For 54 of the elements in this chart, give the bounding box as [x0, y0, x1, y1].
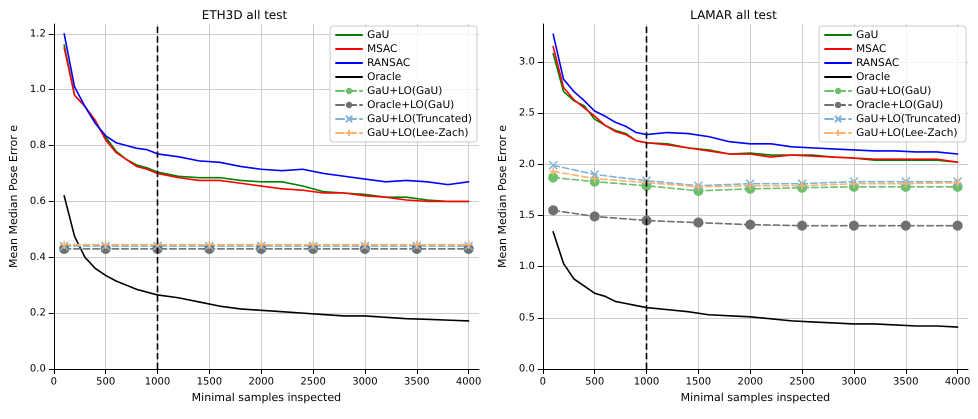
x-axis-title: Minimal samples inspected	[192, 390, 342, 404]
legend-label: Oracle	[856, 71, 890, 83]
y-tick-label: 1.0	[518, 261, 535, 272]
y-axis-title: Mean Median Pose Error e	[7, 124, 20, 268]
legend-label: Oracle+LO(GaU)	[856, 99, 944, 111]
legend-label: GaU+LO(Lee-Zach)	[367, 127, 468, 139]
x-tick-label: 2000	[248, 376, 274, 388]
x-tick-label: 3500	[893, 376, 919, 388]
legend-label: Oracle+LO(GaU)	[367, 99, 454, 111]
x-tick-label: 1000	[144, 376, 170, 388]
y-tick-label: 0.2	[30, 308, 46, 319]
legend-label: Oracle	[367, 71, 402, 83]
y-tick-label: 2.5	[518, 108, 535, 119]
x-axis-title: Minimal samples inspected	[680, 390, 830, 404]
y-tick-label: 0.4	[30, 252, 46, 263]
x-tick-label: 3000	[352, 376, 378, 388]
x-tick-label: 4000	[944, 376, 970, 388]
legend-label: MSAC	[856, 43, 886, 55]
x-tick-label: 500	[585, 376, 604, 388]
y-tick-label: 0.8	[30, 140, 46, 152]
x-tick-label: 3000	[841, 376, 867, 388]
chart-title: ETH3D all test	[202, 8, 288, 22]
legend-label: GaU	[856, 29, 878, 41]
x-tick-label: 2500	[300, 376, 326, 388]
y-tick-label: 0.0	[518, 364, 535, 374]
chart-title: LAMAR all test	[690, 8, 778, 22]
legend-label: RANSAC	[367, 57, 410, 69]
legend-label: MSAC	[367, 43, 398, 55]
x-tick-label: 3500	[404, 376, 430, 388]
legend-label: GaU+LO(Lee-Zach)	[856, 127, 958, 139]
x-tick-label: 4000	[456, 376, 482, 388]
y-tick-label: 1.5	[518, 210, 535, 221]
x-tick-label: 0	[540, 376, 546, 388]
x-tick-label: 0	[50, 376, 57, 388]
y-tick-label: 1.0	[30, 84, 46, 96]
y-tick-label: 3.0	[518, 56, 535, 68]
y-tick-label: 0.6	[30, 196, 46, 207]
x-tick-label: 1500	[686, 376, 712, 388]
x-tick-label: 1000	[634, 376, 660, 388]
legend-label: GaU	[367, 29, 390, 41]
x-tick-label: 500	[96, 376, 116, 388]
legend-label: GaU+LO(Truncated)	[856, 113, 962, 125]
legend-label: GaU+LO(GaU)	[367, 85, 442, 97]
y-tick-label: 0.5	[518, 312, 535, 324]
y-tick-label: 0.0	[30, 364, 46, 374]
y-tick-label: 1.2	[30, 28, 46, 40]
x-tick-label: 2500	[789, 376, 815, 388]
y-axis-title: Mean Median Pose Error e	[496, 124, 509, 268]
x-tick-label: 2000	[737, 376, 763, 388]
legend-label: GaU+LO(GaU)	[856, 85, 932, 97]
legend-label: RANSAC	[856, 57, 900, 69]
y-tick-label: 2.0	[518, 158, 535, 170]
legend-label: GaU+LO(Truncated)	[367, 113, 472, 125]
x-tick-label: 1500	[196, 376, 222, 388]
